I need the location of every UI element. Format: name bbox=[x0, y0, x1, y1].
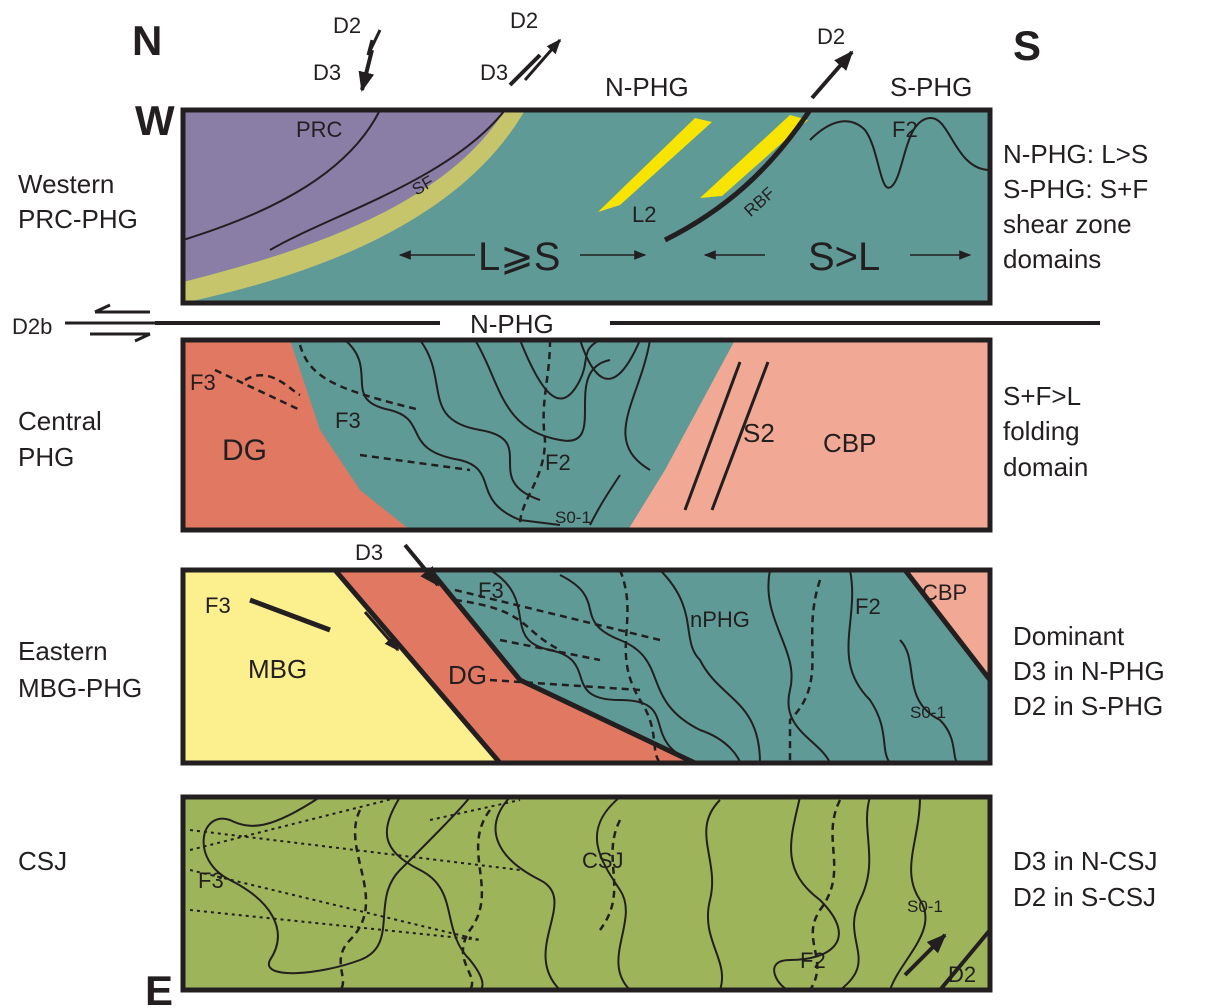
arrow-label: D2 bbox=[510, 8, 538, 33]
section-note: D2 in S-PHG bbox=[1013, 691, 1163, 721]
unit-label: CSJ bbox=[582, 848, 624, 873]
section-note: domains bbox=[1003, 244, 1101, 274]
section-note: S-PHG: S+F bbox=[1003, 174, 1148, 204]
section-note: D3 in N-CSJ bbox=[1013, 846, 1157, 876]
arrow-label: D2 bbox=[817, 24, 845, 49]
unit-label: DG bbox=[448, 660, 487, 690]
section-note: D2 in S-CSJ bbox=[1013, 882, 1156, 912]
compass-east: E bbox=[145, 967, 173, 1008]
zone-header: S-PHG bbox=[890, 72, 972, 102]
section-note: Dominant bbox=[1013, 621, 1125, 651]
unit-label: F2 bbox=[892, 117, 918, 142]
divider bbox=[65, 305, 1100, 341]
compass-west: W bbox=[135, 97, 175, 144]
fabric-label: L⩾S bbox=[478, 235, 560, 279]
unit-label: S0-1 bbox=[907, 897, 943, 916]
unit-label: F3 bbox=[478, 578, 504, 603]
unit-label: DG bbox=[222, 434, 267, 467]
unit-label: F3 bbox=[190, 370, 216, 395]
section-name: Central bbox=[18, 406, 102, 436]
zone-header: N-PHG bbox=[605, 72, 689, 102]
compass-south: S bbox=[1013, 22, 1041, 69]
unit-label: F3 bbox=[335, 408, 361, 433]
section-name: CSJ bbox=[18, 846, 67, 876]
unit-label: F3 bbox=[205, 593, 231, 618]
unit-label: D2 bbox=[948, 962, 976, 987]
divider-label: D2b bbox=[12, 314, 52, 339]
unit-label: D3 bbox=[355, 540, 383, 565]
unit-label: MBG bbox=[248, 654, 307, 684]
section-name: PHG bbox=[18, 442, 74, 472]
unit-label: F3 bbox=[198, 868, 224, 893]
unit-label: F2 bbox=[855, 594, 881, 619]
section-name: Western bbox=[18, 169, 114, 199]
section-note: N-PHG: L>S bbox=[1003, 139, 1148, 169]
section-note: folding bbox=[1003, 416, 1080, 446]
fabric-label: S>L bbox=[808, 235, 880, 279]
arrow-label: D3 bbox=[480, 60, 508, 85]
unit-label: F2 bbox=[800, 948, 826, 973]
unit-label: S0-1 bbox=[555, 508, 591, 527]
unit-label: S2 bbox=[743, 418, 775, 448]
section-note: S+F>L bbox=[1003, 381, 1081, 411]
section-note: domain bbox=[1003, 452, 1088, 482]
section-name: Eastern bbox=[18, 636, 108, 666]
compass-north: N bbox=[132, 17, 162, 64]
unit-label: nPHG bbox=[690, 607, 750, 632]
unit-label: S0-1 bbox=[910, 703, 946, 722]
section-note: shear zone bbox=[1003, 209, 1132, 239]
divider-zone: N-PHG bbox=[470, 309, 554, 339]
arrow-label: D3 bbox=[313, 60, 341, 85]
unit-label: PRC bbox=[296, 117, 343, 142]
unit-label: CBP bbox=[823, 428, 876, 458]
unit-label: L2 bbox=[632, 202, 656, 227]
section-name: PRC-PHG bbox=[18, 204, 138, 234]
panel-csj bbox=[183, 797, 990, 990]
section-note: D3 in N-PHG bbox=[1013, 656, 1165, 686]
section-name: MBG-PHG bbox=[18, 673, 142, 703]
diagram: N S W E D2 D3 D2 D3 D2 N-PHG S-PHG D2b N… bbox=[0, 0, 1211, 1008]
arrow-label: D2 bbox=[333, 13, 361, 38]
unit-label: F2 bbox=[545, 450, 571, 475]
unit-label: CBP bbox=[922, 580, 967, 605]
